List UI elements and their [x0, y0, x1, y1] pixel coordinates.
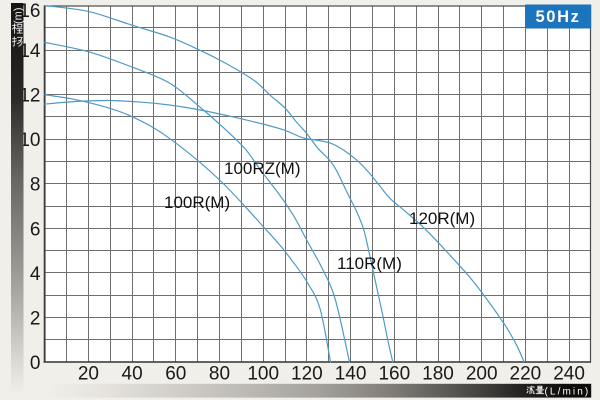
svg-text:100: 100	[247, 364, 279, 385]
svg-text:2: 2	[30, 308, 41, 329]
svg-text:240: 240	[553, 364, 585, 385]
svg-text:200: 200	[466, 364, 498, 385]
svg-text:6: 6	[30, 219, 41, 240]
svg-text:14: 14	[19, 41, 41, 62]
svg-text:16: 16	[19, 1, 40, 22]
svg-text:120R(M): 120R(M)	[409, 209, 475, 228]
svg-text:60: 60	[165, 364, 186, 385]
svg-text:100R(M): 100R(M)	[164, 193, 230, 212]
svg-text:100RZ(M): 100RZ(M)	[224, 159, 301, 178]
svg-text:220: 220	[510, 364, 542, 385]
svg-text:180: 180	[422, 364, 454, 385]
svg-text:120: 120	[291, 364, 323, 385]
svg-text:(m): (m)	[13, 8, 25, 25]
svg-text:110R(M): 110R(M)	[337, 254, 402, 273]
svg-text:(L/min): (L/min)	[545, 386, 591, 397]
svg-text:50Hz: 50Hz	[536, 8, 581, 26]
svg-text:0: 0	[30, 353, 41, 374]
svg-text:160: 160	[378, 364, 410, 385]
svg-text:12: 12	[19, 86, 40, 107]
svg-text:8: 8	[30, 175, 41, 196]
svg-text:4: 4	[30, 264, 41, 285]
svg-text:140: 140	[335, 364, 367, 385]
svg-text:20: 20	[78, 364, 99, 385]
svg-text:40: 40	[122, 364, 143, 385]
svg-text:80: 80	[209, 364, 230, 385]
svg-text:10: 10	[19, 130, 40, 151]
